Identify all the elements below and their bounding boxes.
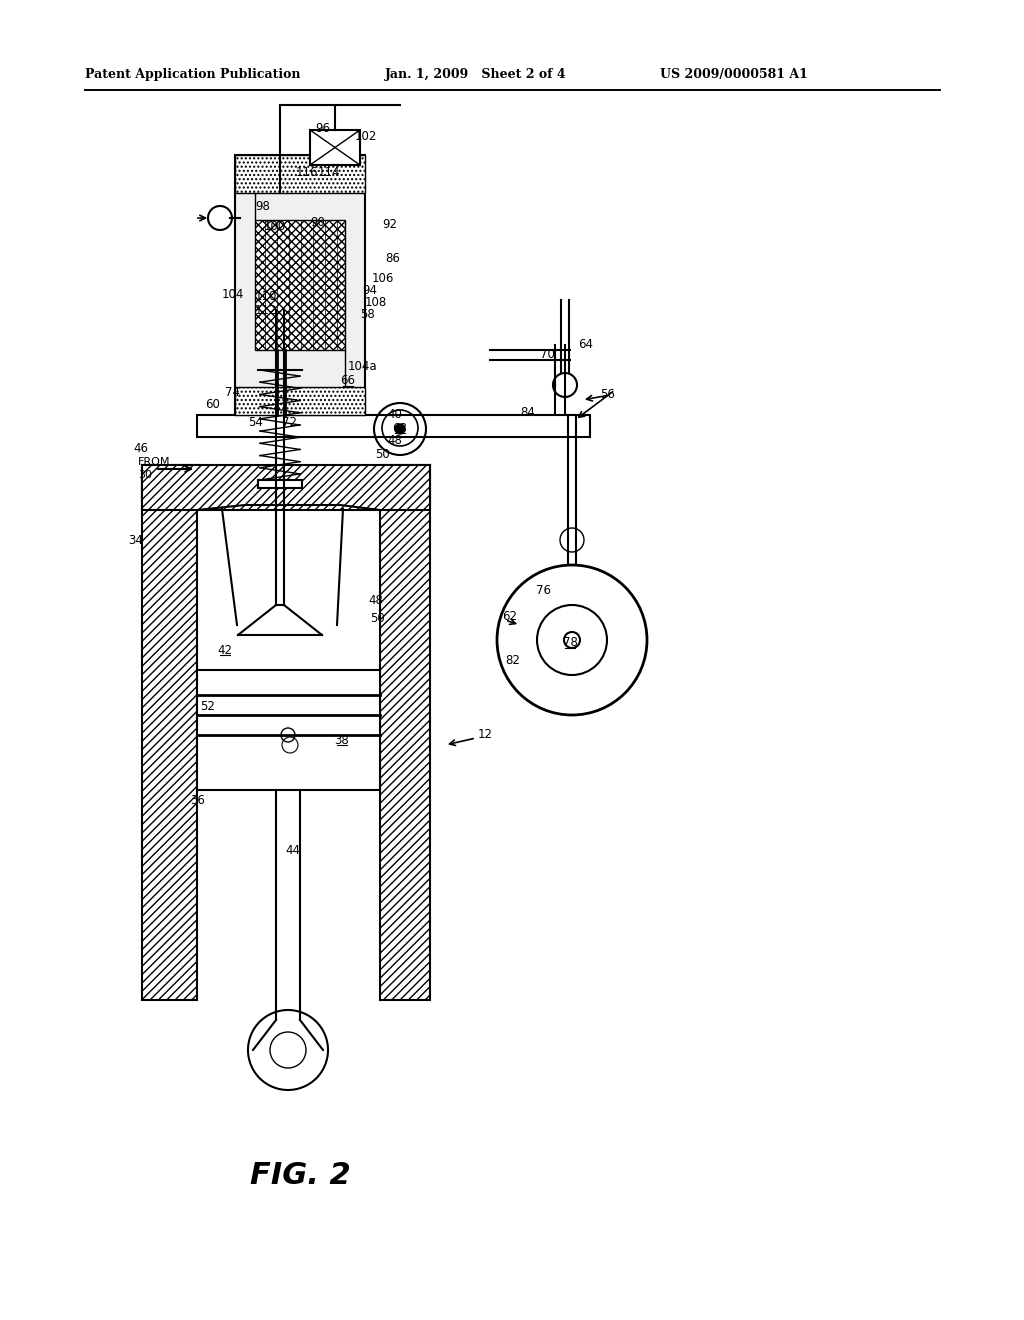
Text: 50: 50 [370,611,385,624]
Text: 56: 56 [600,388,614,401]
Text: 100: 100 [264,219,287,232]
Text: 48: 48 [387,433,401,446]
Text: 74: 74 [225,385,240,399]
Text: 66: 66 [341,375,355,388]
Bar [234,154,365,193]
Text: 46: 46 [133,441,148,454]
Text: 78: 78 [562,636,578,649]
Text: Jan. 1, 2009   Sheet 2 of 4: Jan. 1, 2009 Sheet 2 of 4 [385,69,566,81]
Text: 104: 104 [222,289,245,301]
Text: 108: 108 [365,297,387,309]
Text: 12: 12 [478,729,493,742]
Text: 96: 96 [315,121,330,135]
Text: 86: 86 [385,252,400,264]
Text: 38: 38 [335,734,349,747]
Text: 94: 94 [362,284,377,297]
Bar [142,465,430,510]
Text: 76: 76 [536,583,551,597]
Text: 58: 58 [360,309,375,322]
Text: 64: 64 [578,338,593,351]
Bar [380,465,430,1001]
Text: 60: 60 [205,399,220,412]
Text: Patent Application Publication: Patent Application Publication [85,69,300,81]
Circle shape [564,632,580,648]
Text: 50: 50 [375,449,390,462]
Text: 30: 30 [138,470,152,480]
Text: 70: 70 [540,348,555,362]
Text: 62: 62 [502,610,517,623]
Text: FIG. 2: FIG. 2 [250,1160,350,1189]
Text: 98: 98 [255,201,270,214]
Text: 68: 68 [392,421,408,434]
Bar [197,671,380,789]
Text: 54: 54 [248,416,263,429]
Text: 34: 34 [128,533,143,546]
Bar [310,129,360,165]
Text: 106: 106 [372,272,394,285]
Bar [258,480,302,488]
Bar [234,154,365,414]
Text: 104a: 104a [348,360,378,374]
Bar [197,414,590,437]
Bar [142,465,197,1001]
Text: 112: 112 [255,304,278,317]
Bar [255,220,345,350]
Text: FROM: FROM [138,457,171,467]
Text: 82: 82 [505,653,520,667]
Text: 36: 36 [190,793,205,807]
Text: 72: 72 [282,416,297,429]
Text: 92: 92 [382,219,397,231]
Text: 114: 114 [318,165,341,178]
Text: US 2009/0000581 A1: US 2009/0000581 A1 [660,69,808,81]
Text: 52: 52 [200,700,215,713]
Text: 102: 102 [355,131,378,144]
Text: 110: 110 [255,289,278,302]
Text: 48: 48 [368,594,383,606]
Circle shape [395,424,406,434]
Text: 40: 40 [387,408,401,421]
Text: 90: 90 [310,215,325,228]
Text: 116: 116 [296,165,318,178]
Text: 84: 84 [520,407,535,420]
Text: 44: 44 [285,843,300,857]
Text: 42: 42 [217,644,232,656]
Bar [234,387,365,414]
